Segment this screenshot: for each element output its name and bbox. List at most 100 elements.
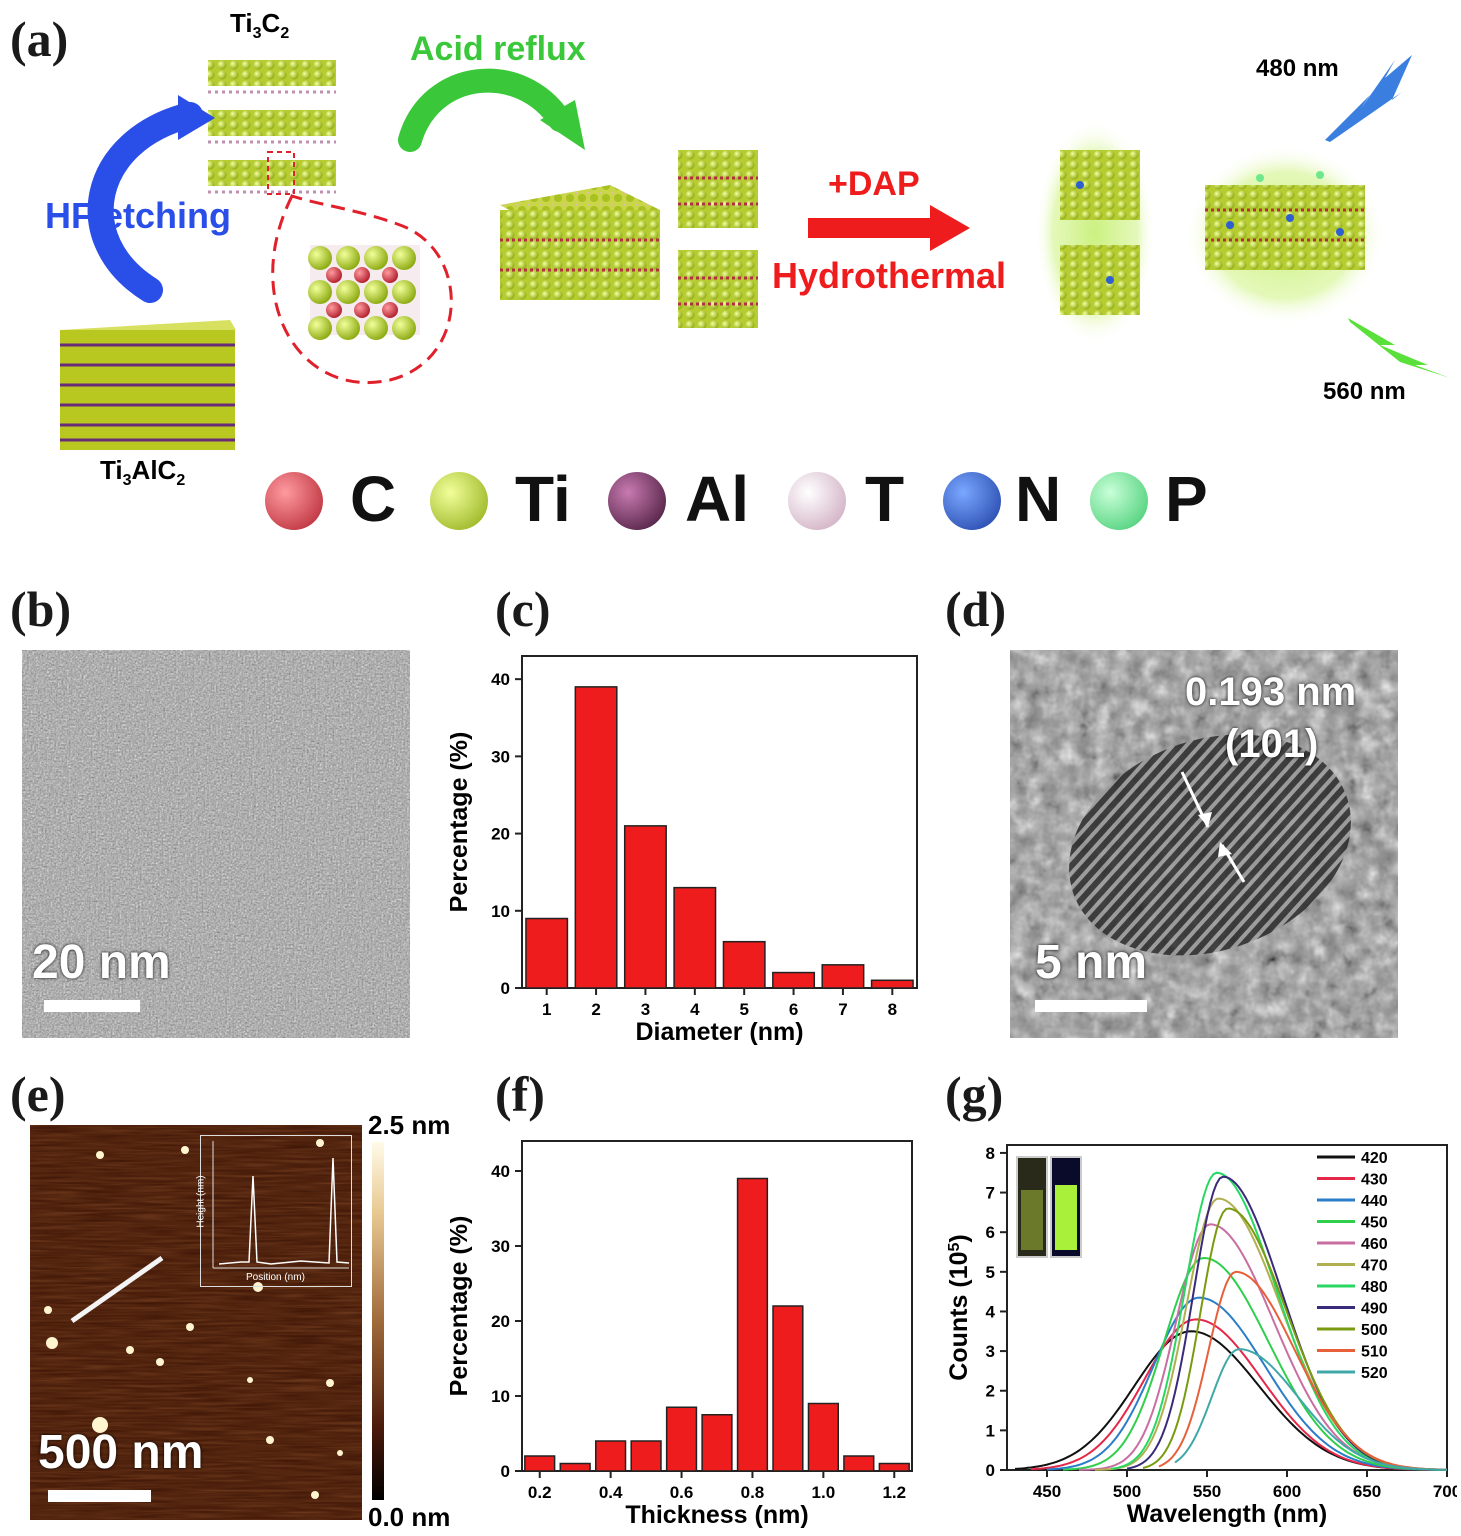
diameter-histogram: 0 10 20 30 40 1 2 3 4 5 6 7 8 Diameter (nm) Percentage… bbox=[450, 655, 918, 1046]
y-tick-label: 40 bbox=[491, 670, 510, 689]
histogram-bar bbox=[843, 1455, 875, 1472]
legend-label-p: P bbox=[1165, 463, 1208, 535]
y-axis-label: Percentage (%) bbox=[450, 732, 473, 913]
afm-colorbar bbox=[372, 1142, 384, 1500]
legend-label: 420 bbox=[1361, 1150, 1388, 1167]
spectrum-line bbox=[1158, 1270, 1448, 1471]
hf-etching-label: HF etching bbox=[45, 195, 231, 236]
afm-image: Position (nm) Height (nm) 500 nm bbox=[30, 1125, 362, 1520]
plot-frame bbox=[521, 655, 918, 989]
x-tick-label: 550 bbox=[1193, 1482, 1221, 1501]
legend-label: 490 bbox=[1361, 1301, 1388, 1318]
y-axis-label: Percentage (%) bbox=[450, 1216, 473, 1397]
legend-label: 520 bbox=[1361, 1365, 1388, 1382]
afm-colorbar-min: 0.0 nm bbox=[368, 1502, 451, 1532]
panel-label-e: (e) bbox=[10, 1066, 66, 1122]
histogram-bar bbox=[736, 1177, 769, 1472]
x-tick-label: 7 bbox=[838, 1000, 847, 1019]
x-tick-label: 1.2 bbox=[882, 1483, 906, 1502]
hrtem-scale-text: 5 nm bbox=[1035, 936, 1148, 989]
histogram-bar bbox=[772, 971, 816, 989]
hrtem-image: 0.193 nm (101) 5 nm bbox=[1010, 650, 1398, 1038]
x-tick-label: 3 bbox=[641, 1000, 650, 1019]
afm-inset: Position (nm) Height (nm) bbox=[196, 1135, 352, 1287]
histogram-bar bbox=[524, 1455, 556, 1472]
y-tick-label: 3 bbox=[986, 1342, 995, 1361]
histogram-bar bbox=[594, 1440, 627, 1472]
histogram-bar bbox=[673, 886, 717, 989]
y-tick-label: 0 bbox=[501, 1462, 510, 1481]
y-tick-label: 10 bbox=[491, 1387, 510, 1406]
histogram-bar bbox=[878, 1462, 910, 1472]
x-tick-label: 0.6 bbox=[670, 1483, 694, 1502]
panel-label-c: (c) bbox=[495, 581, 551, 637]
histogram-bar bbox=[623, 825, 667, 989]
tem-scale-bar bbox=[44, 1000, 140, 1012]
y-tick-label: 30 bbox=[491, 1237, 510, 1256]
plot-frame bbox=[1006, 1144, 1448, 1471]
legend-label-n: N bbox=[1015, 463, 1062, 535]
x-tick-label: 600 bbox=[1273, 1482, 1301, 1501]
x-tick-label: 1.0 bbox=[812, 1483, 836, 1502]
legend-label: 440 bbox=[1361, 1193, 1388, 1210]
legend-label: 510 bbox=[1361, 1344, 1388, 1361]
afm-inset-xlabel: Position (nm) bbox=[246, 1272, 305, 1283]
tem-scale-text: 20 nm bbox=[32, 936, 171, 989]
x-axis-label: Thickness (nm) bbox=[625, 1501, 808, 1529]
synthesis-scheme bbox=[60, 55, 1450, 450]
legend-ball-t bbox=[788, 472, 846, 530]
panel-label-d: (d) bbox=[945, 581, 1007, 637]
spectrum-line bbox=[1110, 1171, 1447, 1471]
y-tick-label: 6 bbox=[986, 1223, 995, 1242]
x-tick-label: 1 bbox=[542, 1000, 551, 1019]
y-tick-label: 30 bbox=[491, 747, 510, 766]
afm-scale-bar bbox=[48, 1490, 151, 1502]
x-tick-label: 8 bbox=[888, 1000, 897, 1019]
histogram-bar bbox=[870, 979, 914, 989]
legend-label-al: Al bbox=[685, 463, 749, 535]
x-tick-label: 5 bbox=[739, 1000, 748, 1019]
y-tick-label: 40 bbox=[491, 1162, 510, 1181]
histogram-bar bbox=[525, 917, 569, 989]
ti3alc2-block bbox=[60, 320, 236, 450]
histogram-bar bbox=[630, 1440, 662, 1472]
afm-colorbar-max: 2.5 nm bbox=[368, 1110, 451, 1140]
spectrum-line bbox=[1142, 1207, 1447, 1471]
histogram-bar bbox=[574, 686, 618, 989]
product-flakes bbox=[1060, 150, 1365, 315]
cuvette-uv-liquid bbox=[1055, 1185, 1077, 1250]
atom-legend: C Ti Al T N P bbox=[265, 463, 1265, 536]
histogram-bar bbox=[701, 1414, 733, 1472]
legend-ball-ti bbox=[430, 472, 488, 530]
histogram-bar bbox=[772, 1305, 804, 1472]
y-axis-label: Counts (105) bbox=[945, 1234, 973, 1380]
histogram-bar bbox=[559, 1462, 591, 1472]
y-tick-label: 2 bbox=[986, 1382, 995, 1401]
ti3c2-label: Ti3C2 bbox=[230, 8, 290, 43]
legend-label: 480 bbox=[1361, 1279, 1388, 1296]
histogram-bar bbox=[722, 940, 766, 989]
legend-label-ti: Ti bbox=[515, 463, 571, 535]
y-tick-label: 8 bbox=[986, 1144, 995, 1163]
y-tick-label: 5 bbox=[986, 1263, 995, 1282]
x-tick-label: 4 bbox=[690, 1000, 700, 1019]
hrtem-scale-bar bbox=[1035, 1000, 1147, 1012]
x-tick-label: 500 bbox=[1113, 1482, 1141, 1501]
ti3c2-stack bbox=[208, 60, 336, 195]
hrtem-spacing-text: 0.193 nm bbox=[1185, 670, 1357, 714]
spectrum-line bbox=[1094, 1197, 1448, 1471]
legend-label-t: T bbox=[865, 463, 905, 535]
x-tick-label: 0.4 bbox=[599, 1483, 623, 1502]
cuvette-daylight-liquid bbox=[1021, 1190, 1043, 1250]
y-tick-label: 20 bbox=[491, 1312, 510, 1331]
legend-ball-p bbox=[1090, 472, 1148, 530]
legend-label: 460 bbox=[1361, 1236, 1388, 1253]
afm-scale-text: 500 nm bbox=[38, 1426, 204, 1479]
flake-stack bbox=[678, 150, 758, 328]
legend-label: 430 bbox=[1361, 1172, 1388, 1189]
y-tick-label: 0 bbox=[986, 1461, 995, 1480]
pl-spectra-chart: 0 1 2 3 4 5 6 7 8 450 500 550 600 650 700 Wavelength (n… bbox=[945, 1144, 1457, 1528]
x-axis-label: Diameter (nm) bbox=[635, 1018, 803, 1046]
x-tick-label: 700 bbox=[1433, 1482, 1457, 1501]
y-tick-label: 7 bbox=[986, 1184, 995, 1203]
